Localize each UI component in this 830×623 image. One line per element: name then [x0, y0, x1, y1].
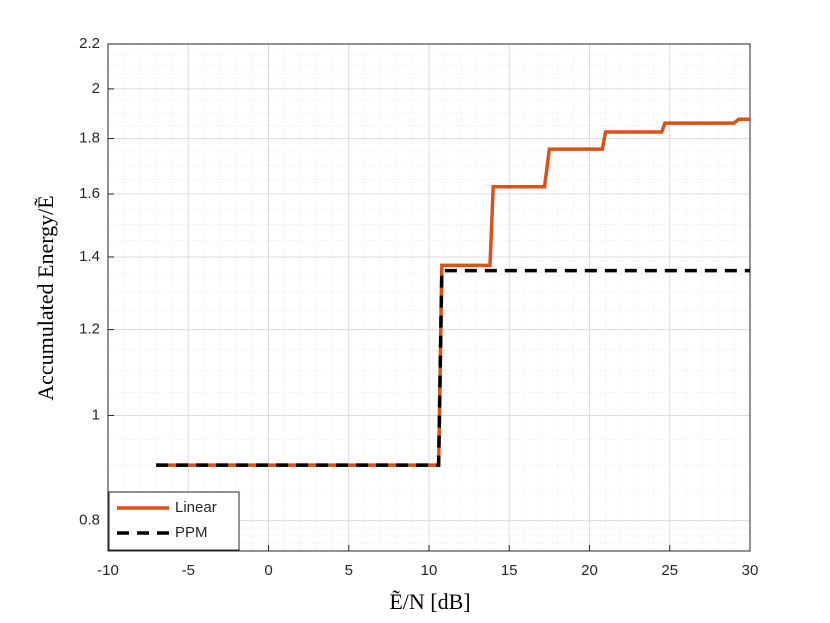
- x-tick-label: 20: [581, 562, 598, 579]
- y-tick-label: 1.8: [79, 130, 100, 147]
- y-tick-label: 1.6: [79, 185, 100, 202]
- x-axis-label: Ẽ/N [dB]: [389, 589, 470, 614]
- x-tick-label: 30: [742, 562, 759, 579]
- y-tick-label: 2.2: [79, 35, 100, 52]
- legend-label: PPM: [175, 524, 208, 541]
- x-tick-label: 0: [264, 562, 272, 579]
- x-tick-label: -5: [182, 562, 195, 579]
- x-tick-label: 5: [345, 562, 353, 579]
- legend-label: Linear: [175, 499, 217, 516]
- series-line: [156, 268, 750, 467]
- y-tick-label: 2: [92, 80, 100, 97]
- series-line: [156, 117, 750, 467]
- x-tick-label: 15: [501, 562, 518, 579]
- y-tick-label: 0.8: [79, 512, 100, 529]
- y-tick-label: 1.4: [79, 248, 100, 265]
- y-axis-label: Accumulated Energy/Ẽ: [33, 195, 58, 400]
- axes-box: [107, 43, 751, 552]
- x-tick-label: 25: [661, 562, 678, 579]
- x-tick-label: -10: [97, 562, 119, 579]
- x-tick-label: 10: [421, 562, 438, 579]
- y-tick-label: 1: [92, 406, 100, 423]
- legend-box: [108, 491, 240, 551]
- y-tick-label: 1.2: [79, 321, 100, 338]
